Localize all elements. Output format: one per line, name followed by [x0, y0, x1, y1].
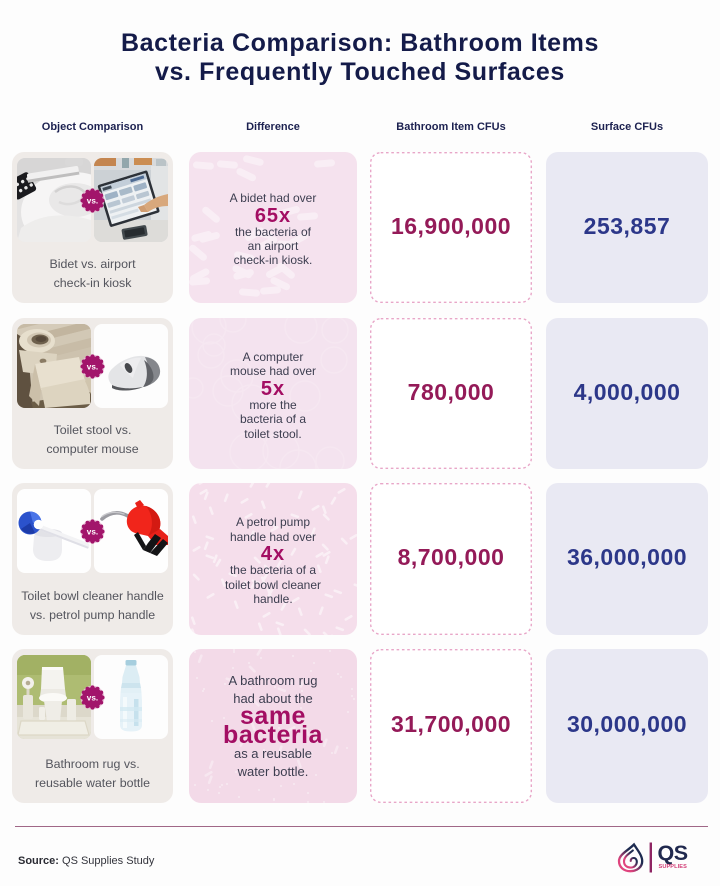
svg-text:vs.: vs.	[87, 528, 98, 537]
svg-text:QS: QS	[658, 841, 688, 865]
svg-text:vs.: vs.	[87, 694, 98, 703]
svg-text:vs.: vs.	[87, 197, 98, 206]
svg-text:SUPPLIES: SUPPLIES	[659, 864, 688, 870]
svg-text:vs.: vs.	[87, 363, 98, 372]
